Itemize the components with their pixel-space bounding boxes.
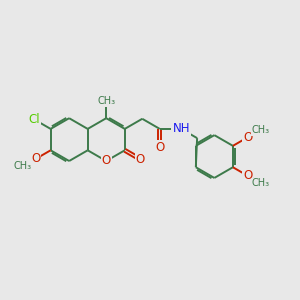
Text: NH: NH bbox=[172, 122, 190, 135]
Text: O: O bbox=[155, 141, 164, 154]
Text: Cl: Cl bbox=[29, 113, 40, 126]
Text: CH₃: CH₃ bbox=[252, 178, 270, 188]
Text: CH₃: CH₃ bbox=[97, 96, 115, 106]
Text: CH₃: CH₃ bbox=[252, 125, 270, 135]
Text: O: O bbox=[31, 152, 40, 165]
Text: O: O bbox=[243, 131, 252, 144]
Text: CH₃: CH₃ bbox=[14, 161, 32, 171]
Text: O: O bbox=[136, 153, 145, 166]
Text: O: O bbox=[243, 169, 252, 182]
Text: O: O bbox=[102, 154, 111, 167]
